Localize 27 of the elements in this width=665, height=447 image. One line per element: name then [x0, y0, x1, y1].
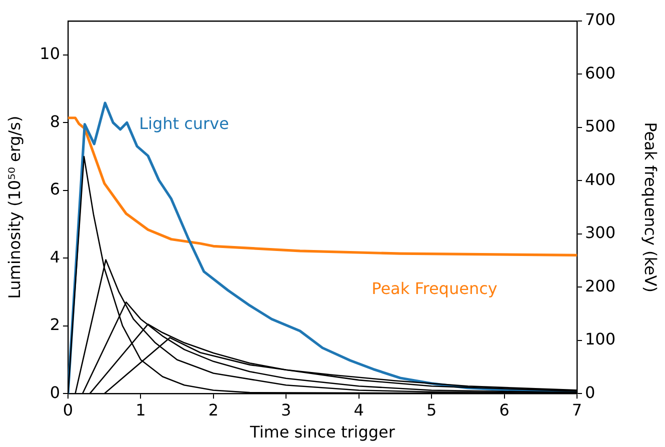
x-tick-label: 6 [499, 400, 510, 420]
x-tick-label: 0 [62, 400, 74, 420]
y2-tick-label: 600 [585, 63, 616, 82]
x-tick-label: 2 [208, 400, 219, 420]
y-tick-label: 8 [50, 112, 60, 131]
y-tick-label: 0 [50, 382, 60, 402]
y2-tick-label: 700 [585, 10, 616, 30]
x-tick-label: 7 [572, 400, 582, 420]
x-tick-label: 5 [426, 400, 437, 420]
y2-tick-label: 200 [585, 276, 616, 296]
x-tick-label: 4 [354, 400, 364, 420]
y2-tick-label: 0 [585, 382, 596, 402]
y-tick-label: 6 [50, 180, 60, 199]
y2-tick-label: 100 [585, 330, 616, 349]
y2-tick-label: 300 [585, 223, 616, 242]
y-axis-title: Luminosity (10⁵⁰ erg/s) [4, 116, 24, 299]
series-label: Peak Frequency [372, 278, 498, 298]
y-tick-label: 10 [40, 44, 60, 64]
y2-axis-title: Peak frequency (keV) [641, 122, 660, 292]
y-tick-label: 2 [50, 315, 60, 334]
y2-tick-label: 500 [585, 116, 616, 136]
x-tick-label: 3 [281, 400, 292, 420]
y-tick-label: 4 [50, 247, 60, 266]
y2-tick-label: 400 [585, 170, 616, 189]
x-axis-title: Time since trigger [249, 422, 396, 442]
x-tick-label: 1 [136, 400, 146, 420]
series-label: Light curve [139, 114, 229, 134]
